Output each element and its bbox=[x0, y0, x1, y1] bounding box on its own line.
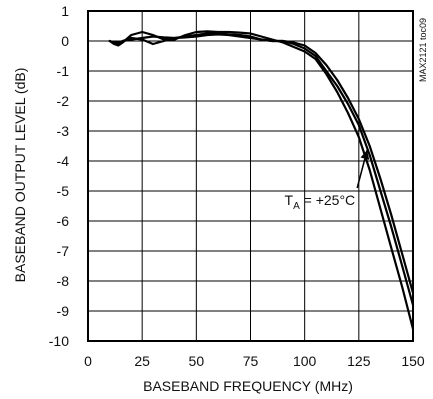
y-tick-label-3: -2 bbox=[57, 93, 70, 109]
annotation-label: TA = +25°C bbox=[285, 192, 356, 212]
grid bbox=[87, 10, 414, 342]
y-tick-label-4: -3 bbox=[57, 123, 70, 139]
y-tick-label-11: -10 bbox=[49, 333, 69, 349]
series-layer bbox=[108, 30, 415, 331]
x-tick-label-5: 125 bbox=[347, 353, 371, 369]
x-tick-label-1: 25 bbox=[134, 353, 150, 369]
x-tick-labels: 0 25 50 75 100 125 150 bbox=[84, 353, 425, 369]
annotation-arrow-head bbox=[360, 150, 370, 160]
y-tick-labels: 1 0 -1 -2 -3 -4 -5 -6 -7 -8 -9 -10 bbox=[49, 3, 69, 349]
y-tick-label-1: 0 bbox=[61, 33, 69, 49]
y-tick-label-10: -9 bbox=[57, 303, 70, 319]
series-line-3 bbox=[108, 33, 415, 295]
figure-tag: MAX2121 toc09 bbox=[418, 18, 428, 82]
y-tick-label-8: -7 bbox=[57, 243, 70, 259]
x-tick-label-0: 0 bbox=[84, 353, 92, 369]
x-tick-label-2: 50 bbox=[189, 353, 205, 369]
y-tick-label-0: 1 bbox=[61, 3, 69, 19]
x-axis-title: BASEBAND FREQUENCY (MHz) bbox=[143, 378, 353, 394]
y-tick-label-9: -8 bbox=[57, 273, 70, 289]
plot-frame bbox=[87, 10, 414, 342]
x-tick-label-3: 75 bbox=[243, 353, 259, 369]
series-line-2 bbox=[108, 32, 415, 307]
y-tick-label-6: -5 bbox=[57, 183, 70, 199]
x-tick-label-4: 100 bbox=[293, 353, 317, 369]
y-tick-label-7: -6 bbox=[57, 213, 70, 229]
x-tick-label-6: 150 bbox=[401, 353, 425, 369]
y-axis-title: BASEBAND OUTPUT LEVEL (dB) bbox=[12, 68, 28, 283]
y-tick-label-2: -1 bbox=[57, 63, 70, 79]
temperature-annotation: TA = +25°C bbox=[285, 149, 370, 212]
y-tick-label-5: -4 bbox=[57, 153, 70, 169]
series-line-1 bbox=[108, 30, 415, 331]
